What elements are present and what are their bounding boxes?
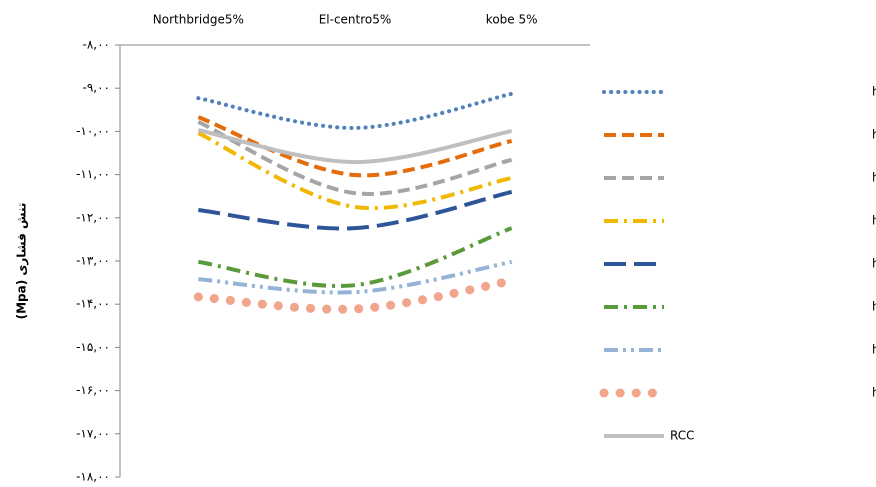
line-series [193, 276, 517, 314]
y-tick-label: -۱۱,۰۰ [76, 167, 110, 181]
line-series [198, 226, 513, 288]
line-series [197, 115, 513, 178]
y-tick-label: -۱۶,۰۰ [76, 383, 110, 397]
y-tick-label: -۱۷,۰۰ [76, 426, 110, 440]
legend-label: RCC [670, 429, 695, 443]
legend-label: بتن با مقامت ۱۰ ، h=20.98 [872, 85, 876, 100]
line-series [197, 131, 513, 211]
y-axis-label: تنش فشاری (Mpa) [15, 203, 29, 320]
line-series [196, 91, 514, 130]
x-tick-label: El-centro5% [319, 13, 392, 27]
legend-label: بتن با مقامت ۱۰ ، h=14.69 [872, 257, 876, 272]
y-tick-label: -۱۵,۰۰ [76, 340, 110, 354]
legend-label: بتن با مقامت ۲۵ ، h=20.98 [872, 171, 876, 186]
legend-label: بتن با مقامت ۲۰ ، h=14.69 [872, 300, 876, 315]
legend-label: بتن با مقامت ۲۵ ، h=14.69 [872, 343, 876, 358]
y-tick-label: -۱۴,۰۰ [76, 297, 110, 311]
y-tick-label: -۱۰,۰۰ [76, 124, 110, 138]
legend-label: بتن با مقامت ۳۰ ، h=20.98 [872, 214, 876, 229]
y-tick-label: -۸,۰۰ [83, 38, 110, 52]
y-tick-label: -۱۳,۰۰ [76, 254, 110, 268]
legend-label: بتن با مقامت ۲۰ ، h=20.98 [872, 128, 876, 143]
y-tick-label: -۹,۰۰ [83, 81, 110, 95]
x-tick-label: kobe 5% [486, 13, 538, 27]
legend-label: بتن با مقامت ۳۰ ، h=14.69 [872, 386, 876, 401]
line-series [198, 189, 513, 231]
y-tick-label: -۱۸,۰۰ [76, 470, 110, 484]
line-series [198, 259, 513, 295]
line-series [197, 120, 513, 196]
x-tick-label: Northbridge5% [153, 13, 244, 27]
line-series [197, 128, 513, 165]
y-tick-label: -۱۲,۰۰ [76, 210, 110, 224]
